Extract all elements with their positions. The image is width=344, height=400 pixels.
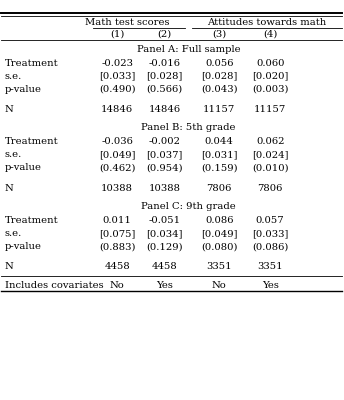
Text: (0.003): (0.003) (252, 85, 288, 94)
Text: 14846: 14846 (149, 105, 181, 114)
Text: 11157: 11157 (203, 105, 235, 114)
Text: -0.016: -0.016 (149, 58, 181, 68)
Text: 7806: 7806 (258, 184, 283, 193)
Text: [0.020]: [0.020] (252, 72, 288, 81)
Text: Math test scores: Math test scores (85, 18, 170, 27)
Text: Attitudes towards math: Attitudes towards math (207, 18, 326, 27)
Text: [0.033]: [0.033] (252, 229, 288, 238)
Text: Includes covariates: Includes covariates (5, 281, 104, 290)
Text: (0.043): (0.043) (201, 85, 237, 94)
Text: [0.028]: [0.028] (147, 72, 183, 81)
Text: 0.044: 0.044 (205, 137, 234, 146)
Text: 0.056: 0.056 (205, 58, 233, 68)
Text: [0.075]: [0.075] (99, 229, 135, 238)
Text: No: No (110, 281, 125, 290)
Text: [0.049]: [0.049] (201, 229, 237, 238)
Text: Treatment: Treatment (5, 58, 58, 68)
Text: 0.086: 0.086 (205, 216, 233, 225)
Text: (3): (3) (212, 30, 226, 39)
Text: -0.023: -0.023 (101, 58, 133, 68)
Text: (0.954): (0.954) (147, 164, 183, 172)
Text: Panel A: Full sample: Panel A: Full sample (137, 45, 240, 54)
Text: 0.057: 0.057 (256, 216, 284, 225)
Text: Yes: Yes (262, 281, 279, 290)
Text: (4): (4) (263, 30, 277, 39)
Text: [0.031]: [0.031] (201, 150, 237, 159)
Text: -0.002: -0.002 (149, 137, 181, 146)
Text: [0.033]: [0.033] (99, 72, 135, 81)
Text: 4458: 4458 (152, 262, 178, 271)
Text: 3351: 3351 (206, 262, 232, 271)
Text: 7806: 7806 (206, 184, 232, 193)
Text: (1): (1) (110, 30, 124, 39)
Text: N: N (5, 105, 13, 114)
Text: -0.036: -0.036 (101, 137, 133, 146)
Text: 0.011: 0.011 (103, 216, 131, 225)
Text: (0.883): (0.883) (99, 242, 135, 251)
Text: Panel B: 5th grade: Panel B: 5th grade (141, 123, 236, 132)
Text: [0.049]: [0.049] (99, 150, 135, 159)
Text: Panel C: 9th grade: Panel C: 9th grade (141, 202, 236, 211)
Text: (0.462): (0.462) (99, 164, 135, 172)
Text: [0.034]: [0.034] (147, 229, 183, 238)
Text: (0.159): (0.159) (201, 164, 237, 172)
Text: (0.010): (0.010) (252, 164, 289, 172)
Text: [0.037]: [0.037] (147, 150, 183, 159)
Text: 3351: 3351 (257, 262, 283, 271)
Text: 10388: 10388 (149, 184, 181, 193)
Text: (0.490): (0.490) (99, 85, 136, 94)
Text: 10388: 10388 (101, 184, 133, 193)
Text: No: No (212, 281, 226, 290)
Text: N: N (5, 262, 13, 271)
Text: s.e.: s.e. (5, 72, 22, 81)
Text: N: N (5, 184, 13, 193)
Text: (0.566): (0.566) (147, 85, 183, 94)
Text: (0.086): (0.086) (252, 242, 288, 251)
Text: [0.028]: [0.028] (201, 72, 237, 81)
Text: p-value: p-value (5, 164, 42, 172)
Text: 4458: 4458 (104, 262, 130, 271)
Text: Treatment: Treatment (5, 137, 58, 146)
Text: -0.051: -0.051 (149, 216, 181, 225)
Text: 11157: 11157 (254, 105, 286, 114)
Text: Treatment: Treatment (5, 216, 58, 225)
Text: p-value: p-value (5, 85, 42, 94)
Text: s.e.: s.e. (5, 229, 22, 238)
Text: 14846: 14846 (101, 105, 133, 114)
Text: (2): (2) (158, 30, 172, 39)
Text: p-value: p-value (5, 242, 42, 251)
Text: 0.060: 0.060 (256, 58, 284, 68)
Text: Yes: Yes (156, 281, 173, 290)
Text: (0.080): (0.080) (201, 242, 237, 251)
Text: 0.062: 0.062 (256, 137, 284, 146)
Text: s.e.: s.e. (5, 150, 22, 159)
Text: (0.129): (0.129) (147, 242, 183, 251)
Text: [0.024]: [0.024] (252, 150, 288, 159)
